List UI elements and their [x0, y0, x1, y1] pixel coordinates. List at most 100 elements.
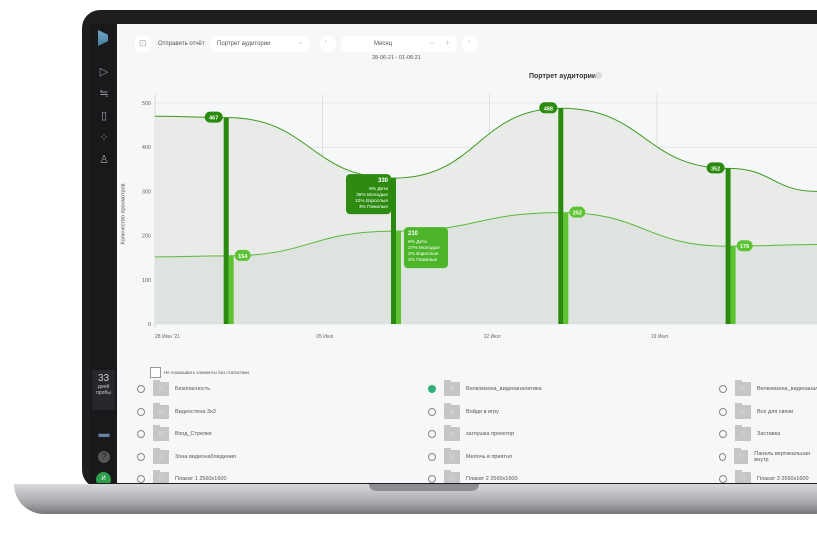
item-radio[interactable] — [428, 385, 436, 393]
loading-icon[interactable]: ⁘ — [99, 132, 109, 144]
report-select-value: Портрет аудитории — [217, 41, 271, 47]
x-tick-label: 19 Июл — [651, 334, 668, 340]
item-radio[interactable] — [719, 385, 727, 393]
period-selector[interactable]: Месяц − + — [341, 36, 457, 52]
bar-upper — [558, 108, 564, 324]
item-radio[interactable] — [428, 430, 436, 438]
hide-empty-checkbox[interactable] — [150, 367, 161, 378]
bar-lower — [396, 231, 401, 324]
date-range: 28-06-21 - 01-08-21 — [372, 55, 421, 61]
prev-period-button[interactable]: ‹ — [320, 36, 336, 52]
trial-days: 33 — [97, 373, 110, 384]
item-radio[interactable] — [719, 430, 727, 438]
user-icon[interactable]: ♙ — [99, 154, 109, 166]
folder-icon: М — [444, 447, 460, 464]
list-item[interactable]: В Велкомзона_видеоаналитика — [719, 380, 817, 396]
bar-upper — [223, 117, 229, 324]
value-bubble-lower — [569, 206, 586, 218]
item-label: Вход_Стрелки — [175, 431, 212, 437]
document-icon[interactable]: ▯ — [100, 110, 108, 122]
tooltip-upper — [346, 174, 391, 215]
chevron-left-icon: ‹ — [325, 39, 327, 45]
list-item[interactable]: Б Безопасность — [137, 380, 211, 396]
list-item[interactable]: В Все для связи — [719, 402, 794, 419]
chart-title: Портрет аудитории — [529, 73, 597, 80]
folder-icon: Б — [153, 380, 169, 396]
item-label: Безопасность — [175, 386, 211, 392]
item-radio[interactable] — [137, 452, 145, 461]
tooltip-line: 9% Дети — [408, 239, 427, 245]
help-icon[interactable]: ? — [98, 451, 110, 463]
y-tick-label: 100 — [142, 278, 151, 284]
value-label-upper: 467 — [209, 116, 218, 122]
folder-icon: З — [735, 425, 751, 441]
folder-icon: В — [735, 402, 751, 419]
period-value: Месяц — [374, 41, 393, 47]
list-item[interactable]: П Плакат 2 2560x1600 — [428, 470, 518, 483]
y-tick-label: 0 — [148, 322, 151, 328]
info-icon[interactable] — [595, 72, 602, 79]
item-radio[interactable] — [428, 475, 436, 483]
list-item[interactable]: В Войди в игру — [428, 402, 499, 419]
report-select[interactable]: Портрет аудитории ⌄ — [210, 36, 310, 52]
item-radio[interactable] — [137, 407, 145, 416]
item-radio[interactable] — [428, 452, 436, 461]
next-period-button[interactable]: › — [462, 36, 478, 52]
tooltip-line: 12% Взрослые — [355, 198, 388, 204]
list-item[interactable]: П Панель вертикальная внутр — [719, 447, 817, 464]
plus-icon[interactable]: + — [445, 38, 451, 48]
list-item[interactable]: З Заставка — [719, 425, 781, 441]
item-label: Заставка — [757, 431, 781, 437]
item-label: Видеостена 3x3 — [175, 408, 216, 415]
list-item[interactable]: П Плакат 3 2560x1600 — [719, 470, 809, 483]
value-label-lower: 154 — [238, 254, 248, 260]
folder-icon: З — [153, 447, 169, 464]
avatar[interactable]: И — [96, 472, 111, 483]
hide-empty-label: Не показывать элементы без статистики — [164, 370, 249, 375]
list-item[interactable]: В Велкомзона_видеоаналитика — [428, 380, 542, 396]
bar-lower — [563, 212, 569, 324]
item-label: Все для связи — [757, 408, 794, 415]
folder-icon: В — [444, 402, 460, 419]
item-radio[interactable] — [719, 452, 727, 461]
folder-icon: В — [444, 380, 460, 396]
item-label: Велкомзона_видеоаналитика — [466, 386, 542, 392]
item-radio[interactable] — [719, 475, 727, 483]
tooltip-line: 3% Пожилые — [359, 204, 388, 210]
minus-icon[interactable]: − — [429, 38, 435, 48]
tooltip-line: 2% Взрослые — [408, 251, 439, 257]
list-item[interactable]: М Мелочь в приятно — [428, 447, 512, 464]
filter-icon[interactable]: ≒ — [99, 88, 109, 100]
value-label-lower: 176 — [740, 244, 749, 250]
list-item[interactable]: З Зона видеонаблюдения — [137, 447, 236, 464]
item-radio[interactable] — [719, 407, 727, 416]
bar-upper — [725, 168, 731, 324]
list-item[interactable]: з заглушка проектор — [428, 425, 514, 441]
item-radio[interactable] — [428, 407, 436, 416]
folder-icon: П — [734, 447, 749, 464]
app-screen: ▷ ≒ ▯ ⁘ ♙ 33 дней пробы ▬ ? И ⊡ Отправить… — [90, 24, 817, 483]
trial-badge[interactable]: 33 дней пробы — [92, 370, 115, 410]
folder-icon: В — [153, 402, 169, 419]
download-report-button[interactable]: ⊡ — [135, 36, 151, 52]
folder-icon: П — [735, 470, 751, 483]
value-label-lower: 252 — [573, 211, 582, 217]
tooltip-lower — [404, 227, 448, 269]
item-radio[interactable] — [137, 385, 145, 393]
item-label: Плакат 3 2560x1600 — [757, 476, 809, 482]
item-label: Зона видеонаблюдения — [175, 453, 236, 460]
list-item[interactable]: В Видеостена 3x3 — [137, 402, 216, 419]
tooltip-value: 210 — [408, 231, 419, 237]
folder-icon: В — [735, 380, 751, 396]
list-item[interactable]: В Вход_Стрелки — [137, 425, 212, 441]
item-radio[interactable] — [137, 430, 145, 438]
bar-upper — [391, 178, 396, 324]
x-tick-label: 05 Июл — [316, 334, 333, 340]
item-label: Плакат 1 2560x1600 — [175, 476, 227, 482]
item-radio[interactable] — [137, 475, 145, 483]
play-icon[interactable]: ▷ — [99, 66, 109, 78]
chevron-down-icon: ⌄ — [298, 40, 304, 46]
monitor-icon[interactable]: ▬ — [98, 428, 110, 440]
list-item[interactable]: П Плакат 1 2560x1600 — [137, 470, 227, 483]
send-report-link[interactable]: Отправить отчёт — [158, 41, 205, 47]
